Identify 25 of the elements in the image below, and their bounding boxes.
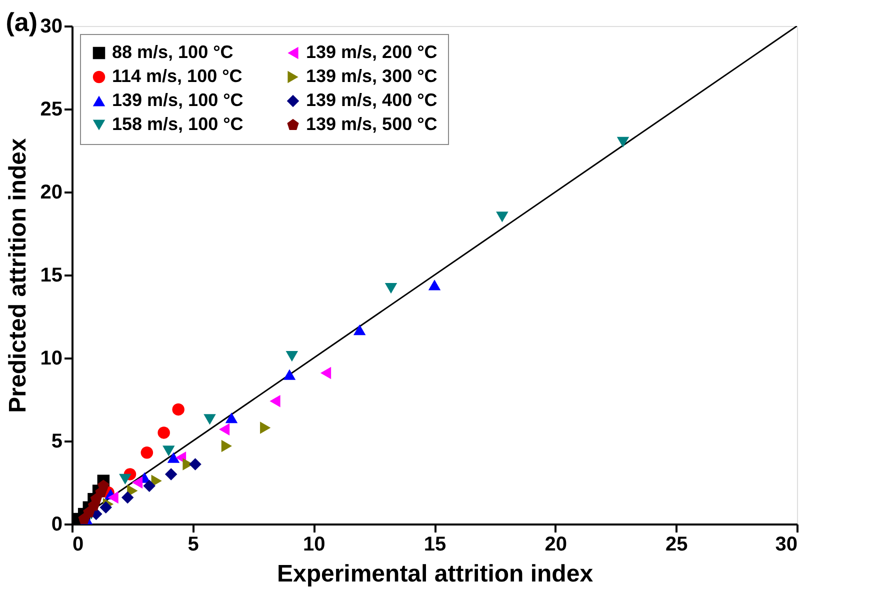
y-tick-label: 10: [40, 348, 62, 370]
legend-label: 88 m/s, 100 °C: [112, 42, 234, 62]
y-tick-label: 20: [40, 182, 62, 204]
y-axis-title: Predicted attrition index: [4, 137, 32, 413]
legend-label: 158 m/s, 100 °C: [112, 114, 244, 134]
x-tick-label: 25: [666, 534, 688, 556]
x-tick-label: 15: [424, 534, 446, 556]
legend-label: 114 m/s, 100 °C: [112, 66, 242, 86]
y-tick-label: 30: [40, 16, 62, 38]
x-tick-label: 10: [303, 534, 326, 556]
y-tick-label: 25: [40, 98, 62, 120]
x-tick-label: 5: [188, 534, 199, 556]
legend-label: 139 m/s, 300 °C: [306, 66, 438, 86]
legend-label: 139 m/s, 500 °C: [306, 114, 438, 134]
y-tick-label: 5: [51, 430, 62, 452]
x-tick-label: 30: [775, 534, 798, 556]
legend-label: 139 m/s, 400 °C: [306, 90, 438, 110]
x-tick-label: 0: [72, 534, 84, 556]
chart-title: (a): [6, 7, 38, 37]
legend-label: 139 m/s, 100 °C: [112, 90, 244, 110]
x-tick-label: 20: [544, 534, 567, 556]
x-axis-title: Experimental attrition index: [276, 560, 594, 588]
y-tick-label: 15: [40, 264, 62, 286]
legend-label: 139 m/s, 200 °C: [306, 42, 438, 62]
y-tick-label: 0: [51, 514, 62, 536]
